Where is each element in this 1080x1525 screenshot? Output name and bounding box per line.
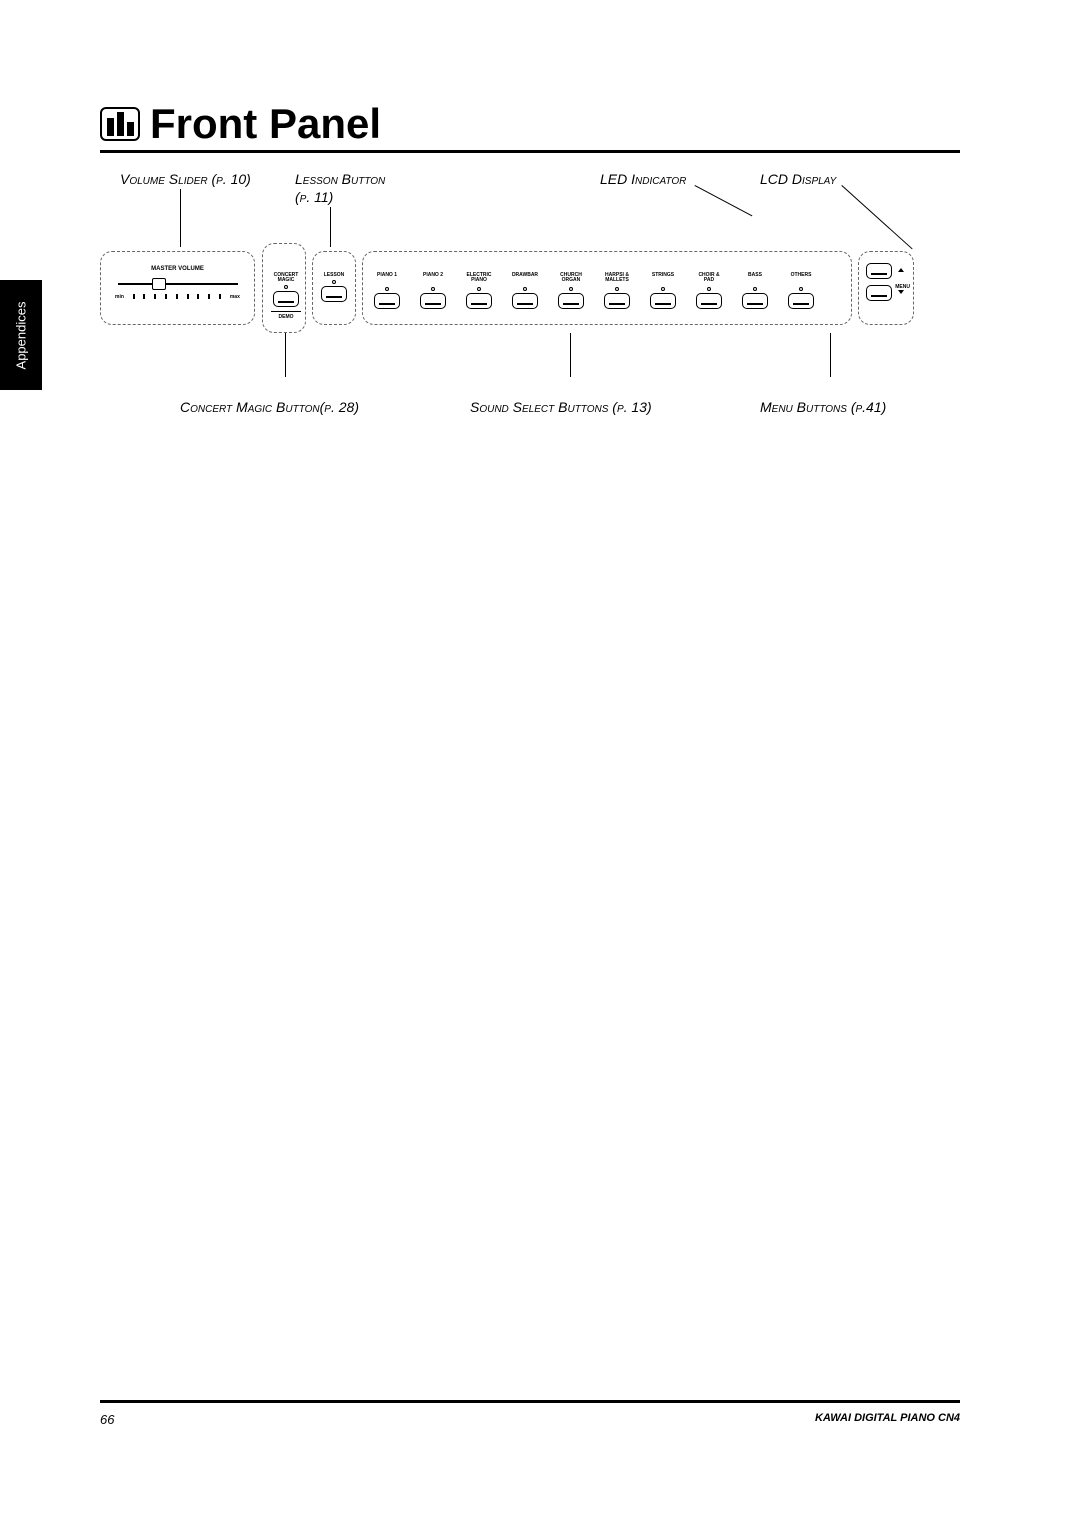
concert-magic-control: CONCERT MAGIC DEMO bbox=[271, 273, 301, 320]
connector bbox=[285, 333, 286, 377]
sound-item: STRINGS bbox=[646, 273, 680, 309]
sound-select-button[interactable] bbox=[374, 293, 400, 309]
connector bbox=[570, 333, 571, 377]
sound-select-button[interactable] bbox=[466, 293, 492, 309]
connector bbox=[180, 189, 181, 247]
arrow-down-icon bbox=[898, 290, 904, 294]
label-lcd-display: LCD Display bbox=[760, 171, 836, 187]
label-sound-select: Sound Select Buttons (p. 13) bbox=[470, 399, 652, 415]
sound-button-label: ELECTRIC PIANO bbox=[467, 273, 492, 285]
concert-magic-button[interactable] bbox=[273, 291, 299, 307]
sidebar-tab: Appendices bbox=[0, 280, 42, 390]
demo-label: DEMO bbox=[271, 311, 301, 320]
sound-item: ELECTRIC PIANO bbox=[462, 273, 496, 309]
sound-item: DRAWBAR bbox=[508, 273, 542, 309]
sound-select-button[interactable] bbox=[650, 293, 676, 309]
page-title: Front Panel bbox=[150, 100, 381, 148]
connector bbox=[841, 185, 912, 249]
title-icon bbox=[100, 107, 140, 141]
sound-item: PIANO 2 bbox=[416, 273, 450, 309]
lesson-control: LESSON bbox=[321, 273, 347, 302]
front-panel-diagram: MASTER VOLUME min max CONCERT MAGIC DEMO bbox=[100, 251, 960, 341]
led-icon bbox=[753, 287, 757, 291]
volume-slider[interactable] bbox=[118, 276, 238, 292]
sound-select-button[interactable] bbox=[742, 293, 768, 309]
led-icon bbox=[477, 287, 481, 291]
connector bbox=[830, 333, 831, 377]
led-icon bbox=[661, 287, 665, 291]
sound-select-button[interactable] bbox=[788, 293, 814, 309]
label-led-indicator: LED Indicator bbox=[600, 171, 686, 187]
sound-item: CHURCH ORGAN bbox=[554, 273, 588, 309]
led-icon bbox=[385, 287, 389, 291]
sound-button-label: HARPSI & MALLETS bbox=[605, 273, 629, 285]
label-concert-magic: Concert Magic Button(p. 28) bbox=[180, 399, 359, 415]
label-volume-slider: Volume Slider (p. 10) bbox=[120, 171, 251, 187]
sound-button-label: PIANO 2 bbox=[423, 273, 443, 285]
sound-item: OTHERS bbox=[784, 273, 818, 309]
sound-button-label: DRAWBAR bbox=[512, 273, 538, 285]
menu-down-button[interactable] bbox=[866, 285, 892, 301]
labels-top: Volume Slider (p. 10) Lesson Button (p. … bbox=[100, 171, 980, 211]
lesson-label: LESSON bbox=[324, 273, 345, 278]
label-menu-buttons: Menu Buttons (p.41) bbox=[760, 399, 886, 415]
label-lesson-button: Lesson Button bbox=[295, 171, 385, 187]
volume-knob[interactable] bbox=[152, 278, 166, 290]
led-icon bbox=[431, 287, 435, 291]
labels-bottom: Concert Magic Button(p. 28) Sound Select… bbox=[100, 399, 980, 459]
sound-select-button[interactable] bbox=[558, 293, 584, 309]
page-number: 66 bbox=[100, 1412, 114, 1427]
sound-select-button[interactable] bbox=[696, 293, 722, 309]
group-volume: MASTER VOLUME min max bbox=[100, 251, 255, 325]
sound-item: BASS bbox=[738, 273, 772, 309]
led-icon bbox=[707, 287, 711, 291]
sound-item: HARPSI & MALLETS bbox=[600, 273, 634, 309]
sound-button-label: CHURCH ORGAN bbox=[560, 273, 582, 285]
sound-button-label: BASS bbox=[748, 273, 762, 285]
label-lesson-button-sub: (p. 11) bbox=[295, 189, 333, 205]
connector bbox=[330, 207, 331, 247]
led-icon bbox=[615, 287, 619, 291]
sound-select-button[interactable] bbox=[604, 293, 630, 309]
menu-up-button[interactable] bbox=[866, 263, 892, 279]
sound-select-button[interactable] bbox=[420, 293, 446, 309]
concert-magic-label: CONCERT MAGIC bbox=[274, 273, 299, 283]
sidebar-label: Appendices bbox=[14, 301, 29, 369]
sound-select-button[interactable] bbox=[512, 293, 538, 309]
sound-button-label: STRINGS bbox=[652, 273, 674, 285]
sound-select-row: PIANO 1 PIANO 2 ELECTRIC PIANO DRAWBAR CHURC… bbox=[370, 273, 818, 309]
title-row: Front Panel bbox=[100, 100, 960, 153]
led-icon bbox=[523, 287, 527, 291]
sound-button-label: OTHERS bbox=[791, 273, 812, 285]
sound-button-label: CHOIR & PAD bbox=[698, 273, 719, 285]
menu-buttons: MENU bbox=[866, 263, 892, 301]
led-icon bbox=[569, 287, 573, 291]
footer-rule bbox=[100, 1400, 960, 1403]
arrow-up-icon bbox=[898, 268, 904, 272]
led-icon bbox=[284, 285, 288, 289]
lesson-button[interactable] bbox=[321, 286, 347, 302]
led-icon bbox=[799, 287, 803, 291]
connector bbox=[695, 185, 753, 216]
sound-item: CHOIR & PAD bbox=[692, 273, 726, 309]
volume-scale: min max bbox=[113, 294, 242, 300]
sound-item: PIANO 1 bbox=[370, 273, 404, 309]
product-name: KAWAI DIGITAL PIANO CN4 bbox=[815, 1412, 960, 1424]
sound-button-label: PIANO 1 bbox=[377, 273, 397, 285]
master-volume-label: MASTER VOLUME bbox=[113, 266, 242, 272]
led-icon bbox=[332, 280, 336, 284]
